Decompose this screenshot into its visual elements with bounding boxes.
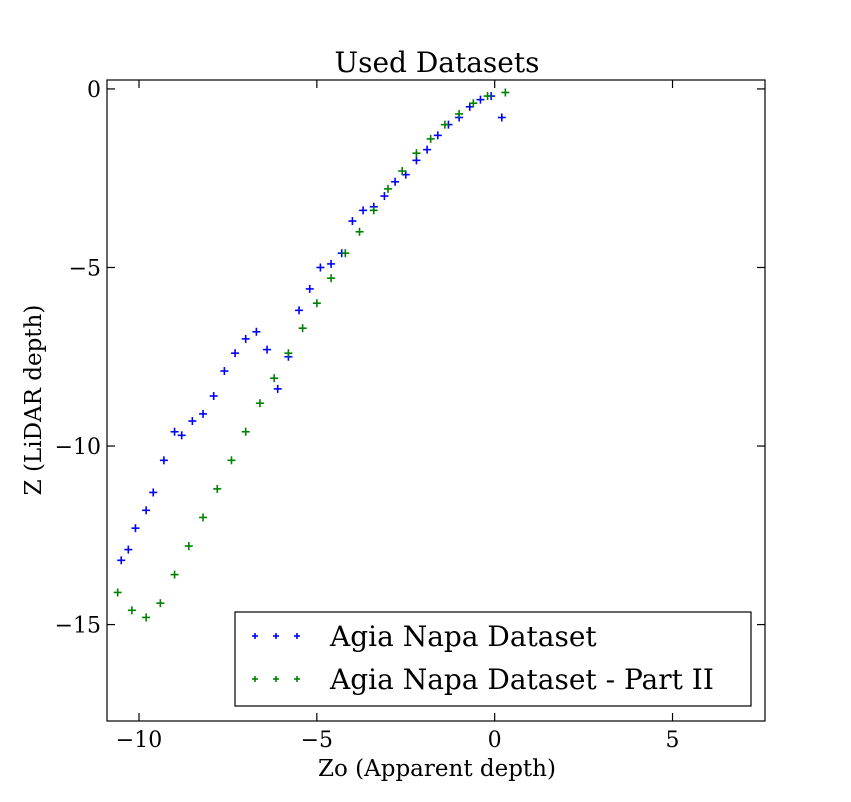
data-point-series-1 [199, 513, 208, 522]
data-point-series-0 [305, 284, 314, 293]
y-tick-label: −5 [69, 256, 101, 281]
data-point-series-1 [327, 274, 336, 283]
data-point-series-1 [455, 109, 464, 118]
data-point-series-0 [142, 506, 151, 515]
legend-marker [294, 633, 300, 639]
data-point-series-1 [213, 484, 222, 493]
data-point-series-0 [465, 102, 474, 111]
legend-marker [252, 676, 258, 682]
x-tick-label: 5 [666, 728, 680, 753]
data-point-series-0 [316, 263, 325, 272]
data-point-series-1 [501, 88, 510, 97]
data-point-series-0 [327, 259, 336, 268]
legend-label-agia-napa-part-ii: Agia Napa Dataset - Part II [329, 663, 714, 696]
data-point-series-1 [483, 92, 492, 101]
legend-label-agia-napa: Agia Napa Dataset [329, 620, 597, 653]
data-point-series-0 [497, 113, 506, 122]
chart-title: Used Datasets [334, 46, 539, 79]
points-layer [113, 88, 510, 622]
data-point-series-0 [124, 545, 133, 554]
data-point-series-0 [273, 384, 282, 393]
data-point-series-1 [255, 399, 264, 408]
data-point-series-0 [177, 431, 186, 440]
data-point-series-1 [142, 613, 151, 622]
legend-marker-agia-napa [252, 633, 300, 639]
y-tick-label: −15 [55, 614, 101, 639]
x-axis-label: Zo (Apparent depth) [318, 756, 556, 782]
data-point-series-1 [341, 249, 350, 258]
data-point-series-1 [469, 99, 478, 108]
y-tick-label: −10 [55, 435, 101, 460]
y-axis-label: Z (LiDAR depth) [21, 305, 47, 496]
data-point-series-0 [380, 192, 389, 201]
ticks-layer: −10 −5 0 5 0 −5 −10 −15 [55, 78, 765, 753]
data-point-series-0 [391, 177, 400, 186]
data-point-series-1 [369, 206, 378, 215]
data-point-series-0 [252, 327, 261, 336]
data-point-series-1 [127, 606, 136, 615]
data-point-series-0 [295, 306, 304, 315]
x-tick-label: −5 [301, 728, 333, 753]
data-point-series-0 [241, 334, 250, 343]
data-point-series-1 [241, 427, 250, 436]
legend-marker [273, 633, 279, 639]
data-point-series-0 [170, 427, 179, 436]
x-tick-label: 0 [488, 728, 502, 753]
data-point-series-0 [433, 131, 442, 140]
data-point-series-0 [117, 556, 126, 565]
data-point-series-0 [423, 145, 432, 154]
data-point-series-1 [298, 324, 307, 333]
legend-marker [273, 676, 279, 682]
data-point-series-1 [312, 299, 321, 308]
data-point-series-0 [149, 488, 158, 497]
data-point-series-1 [270, 374, 279, 383]
data-point-series-0 [412, 156, 421, 165]
data-point-series-0 [209, 392, 218, 401]
data-point-series-0 [159, 456, 168, 465]
data-point-series-0 [348, 217, 357, 226]
data-point-series-0 [359, 206, 368, 215]
data-point-series-1 [383, 184, 392, 193]
data-point-series-0 [231, 349, 240, 358]
data-point-series-1 [170, 570, 179, 579]
data-point-series-0 [188, 417, 197, 426]
data-point-series-0 [199, 409, 208, 418]
data-point-series-1 [398, 167, 407, 176]
legend-marker-agia-napa-part-ii [252, 676, 300, 682]
data-point-series-0 [131, 524, 140, 533]
legend: Agia Napa Dataset Agia Napa Dataset - Pa… [234, 611, 752, 707]
legend-box [234, 611, 752, 707]
legend-marker [252, 633, 258, 639]
data-point-series-0 [401, 170, 410, 179]
data-point-series-1 [426, 134, 435, 143]
legend-marker [294, 676, 300, 682]
plot-frame [106, 79, 766, 722]
x-tick-label: −10 [116, 728, 162, 753]
data-point-series-1 [440, 120, 449, 129]
data-point-series-1 [113, 588, 122, 597]
data-point-series-1 [284, 349, 293, 358]
data-point-series-0 [220, 367, 229, 376]
data-point-series-1 [412, 149, 421, 158]
data-point-series-0 [263, 345, 272, 354]
data-point-series-1 [355, 227, 364, 236]
data-point-series-0 [476, 95, 485, 104]
data-point-series-1 [156, 599, 165, 608]
y-tick-label: 0 [87, 78, 101, 103]
data-point-series-1 [184, 542, 193, 551]
data-point-series-1 [227, 456, 236, 465]
